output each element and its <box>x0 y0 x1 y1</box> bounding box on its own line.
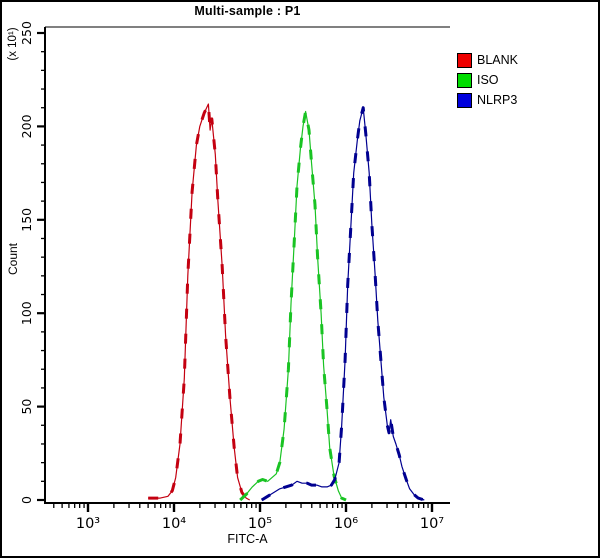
series-iso-curve <box>239 110 347 501</box>
legend-swatch-blank <box>457 52 472 68</box>
x-axis-tick-label: 10⁷ <box>420 516 444 532</box>
legend-item-blank: BLANK <box>457 52 518 68</box>
x-axis-tick-label: 10³ <box>76 516 100 532</box>
y-axis-tick-label: 200 <box>19 114 34 138</box>
series-iso-curve-dashes <box>239 110 347 502</box>
legend-label-blank: BLANK <box>477 53 518 67</box>
legend-item-nlrp3: NLRP3 <box>457 92 518 108</box>
legend-swatch-iso <box>457 72 472 88</box>
y-axis-tick-label: 50 <box>19 399 34 415</box>
legend-label-nlrp3: NLRP3 <box>477 93 518 107</box>
series-nlrp3-curve-dashes <box>260 106 425 502</box>
y-axis-tick-label: 0 <box>19 496 34 504</box>
legend-label-iso: ISO <box>477 73 499 87</box>
legend: BLANK ISO NLRP3 <box>457 52 518 113</box>
legend-item-iso: ISO <box>457 72 518 88</box>
x-axis-tick-label: 10⁴ <box>162 516 186 532</box>
x-axis-tick-label: 10⁵ <box>248 516 272 532</box>
series-blank-curve-dashes <box>148 102 251 502</box>
y-axis-tick-label: 150 <box>19 208 34 232</box>
y-axis-tick-label: 250 <box>19 21 34 45</box>
x-axis-tick-label: 10⁶ <box>334 516 358 532</box>
x-axis-label: FITC-A <box>227 532 268 546</box>
series-nlrp3-curve <box>261 107 425 501</box>
chart-title: Multi-sample : P1 <box>194 4 301 18</box>
legend-swatch-nlrp3 <box>457 92 472 108</box>
y-axis-tick-label: 100 <box>19 301 34 325</box>
